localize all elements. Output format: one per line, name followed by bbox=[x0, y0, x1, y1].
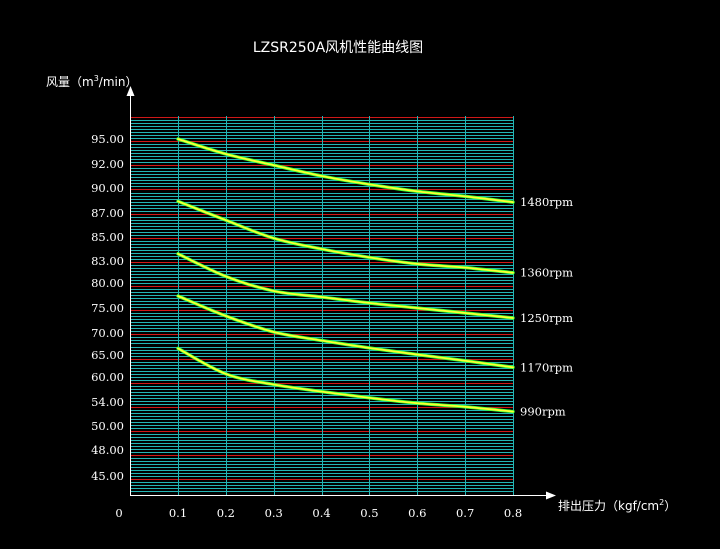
y-axis-arrow bbox=[126, 86, 135, 96]
y-tick-label: 50.00 bbox=[91, 419, 124, 433]
series-line-glow bbox=[176, 252, 515, 320]
x-tick-label: 0.2 bbox=[217, 506, 235, 520]
y-tick-label: 80.00 bbox=[91, 276, 124, 290]
y-tick-label: 48.00 bbox=[91, 443, 124, 457]
series-line bbox=[177, 200, 514, 274]
series-label: 1480rpm bbox=[520, 195, 573, 209]
x-tick-label: 0.1 bbox=[169, 506, 187, 520]
series-label: 1360rpm bbox=[520, 266, 573, 280]
y-tick-label: 70.00 bbox=[91, 326, 124, 340]
x-tick-label: 0.8 bbox=[504, 506, 522, 520]
x-tick-label: 0.5 bbox=[360, 506, 378, 520]
y-tick-label: 95.00 bbox=[91, 132, 124, 146]
series-label: 1170rpm bbox=[520, 360, 573, 374]
y-tick-label: 83.00 bbox=[91, 254, 124, 268]
y-axis-title: 风量（m3/min） bbox=[46, 74, 137, 89]
origin-label: 0 bbox=[115, 506, 122, 520]
axes bbox=[126, 86, 556, 500]
grid bbox=[130, 116, 514, 495]
x-axis-arrow bbox=[546, 491, 556, 500]
y-tick-label: 60.00 bbox=[91, 370, 124, 384]
x-tick-label: 0.3 bbox=[265, 506, 283, 520]
series-line bbox=[177, 252, 514, 319]
y-tick-label: 92.00 bbox=[91, 157, 124, 171]
y-tick-label: 85.00 bbox=[91, 230, 124, 244]
series-line bbox=[177, 138, 514, 204]
chart-title: LZSR250A风机性能曲线图 bbox=[253, 40, 423, 56]
y-tick-label: 90.00 bbox=[91, 181, 124, 195]
curves bbox=[176, 137, 515, 414]
y-tick-label: 75.00 bbox=[91, 301, 124, 315]
x-tick-label: 0.4 bbox=[312, 506, 330, 520]
y-tick-label: 65.00 bbox=[91, 348, 124, 362]
series-line bbox=[177, 347, 514, 413]
x-tick-label: 0.6 bbox=[408, 506, 426, 520]
y-tick-label: 54.00 bbox=[91, 395, 124, 409]
y-tick-label: 45.00 bbox=[91, 469, 124, 483]
series-label: 1250rpm bbox=[520, 311, 573, 325]
series-line-glow bbox=[176, 137, 515, 204]
x-axis-title: 排出压力（kgf/cm2） bbox=[558, 498, 676, 513]
y-tick-label: 87.00 bbox=[91, 206, 124, 220]
series-line bbox=[177, 295, 514, 369]
x-tick-label: 0.7 bbox=[456, 506, 474, 520]
labels: 1480rpm 1360rpm 1250rpm 1170rpm 990rpm 45.00 4… bbox=[46, 74, 676, 520]
series-label: 990rpm bbox=[520, 405, 566, 419]
